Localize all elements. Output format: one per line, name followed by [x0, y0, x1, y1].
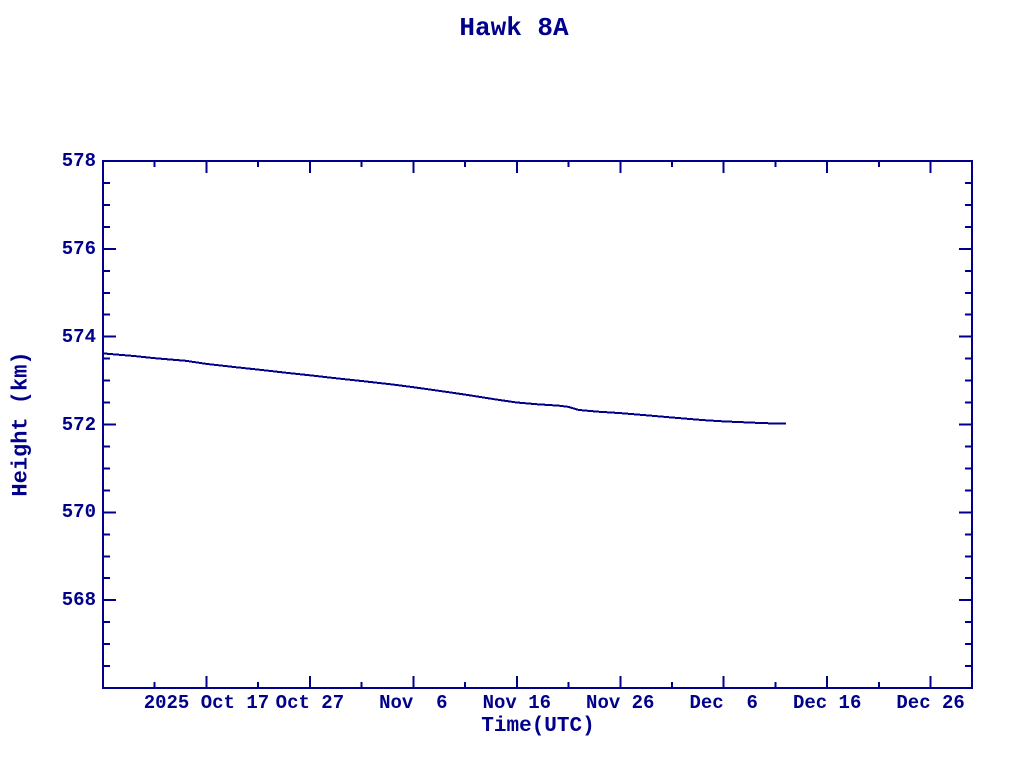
x-tick-label: Oct 27 [275, 692, 345, 714]
x-tick-label: 2025 Oct 17 [143, 692, 270, 714]
x-tick-label: Dec 6 [689, 692, 758, 714]
y-tick-label: 576 [61, 237, 96, 260]
x-tick-label: Nov 6 [379, 692, 448, 714]
x-tick-label: Nov 26 [586, 692, 655, 714]
y-tick-label: 570 [61, 501, 96, 524]
y-tick-label: 574 [61, 325, 96, 348]
x-tick-label: Dec 16 [792, 692, 862, 714]
x-tick-label: Nov 16 [482, 692, 552, 714]
y-tick-label: 568 [61, 589, 96, 612]
y-tick-label: 572 [61, 413, 96, 436]
y-tick-label: 578 [61, 150, 96, 172]
plot-frame [102, 160, 973, 689]
x-axis-title: Time(UTC) [481, 715, 595, 738]
chart-title: Hawk 8A [459, 13, 569, 43]
x-tick-label: Dec 26 [896, 692, 965, 714]
height-series-line [102, 352, 786, 425]
